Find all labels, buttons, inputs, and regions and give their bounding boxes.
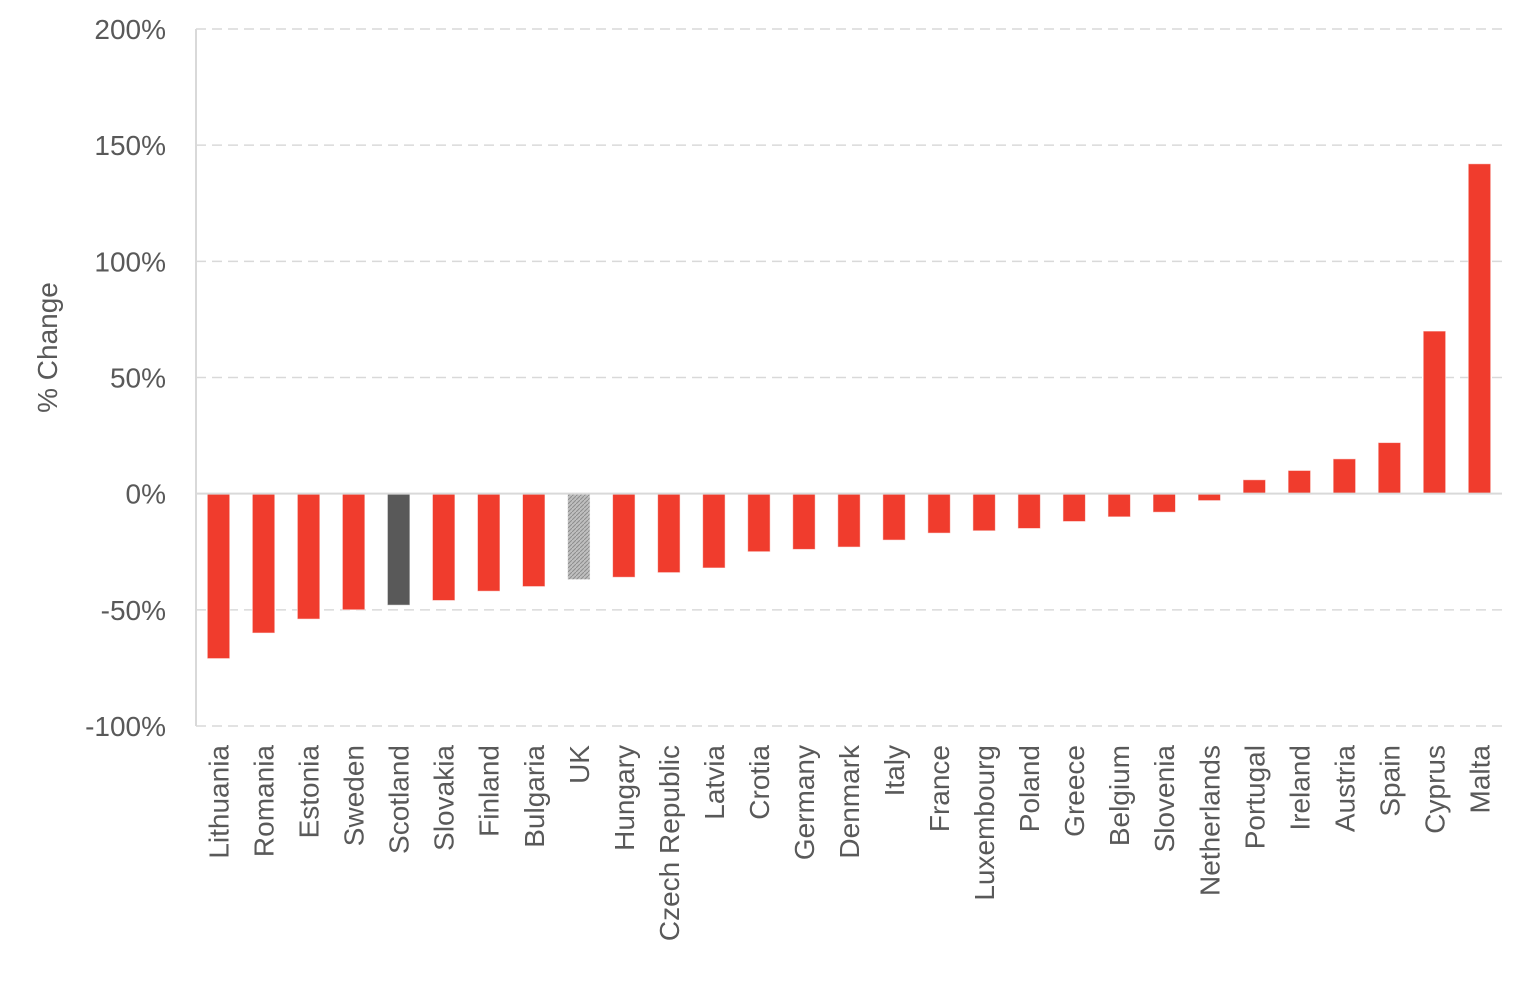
gridlines [196, 28, 1502, 727]
y-tick-label: 0% [126, 479, 166, 510]
bar-germany [792, 493, 816, 550]
x-tick-label: Netherlands [1194, 745, 1225, 896]
x-tick-label: Lithuania [204, 745, 235, 859]
bar-slovenia [1152, 493, 1177, 513]
bar-crotia [747, 493, 771, 553]
y-axis-title: % Change [32, 282, 63, 413]
bar-france [927, 493, 951, 534]
bar-austria [1332, 458, 1357, 495]
x-tick-label: Finland [474, 745, 505, 837]
x-tick-label: Belgium [1104, 745, 1135, 846]
bar-poland [1017, 493, 1041, 530]
bar-romania [251, 493, 276, 634]
y-tick-label: -100% [85, 711, 166, 742]
x-tick-label: Slovenia [1149, 745, 1180, 853]
x-tick-label: Scotland [384, 745, 415, 854]
x-tick-label: Austria [1329, 745, 1360, 833]
bar-spain [1377, 442, 1402, 495]
x-tick-label: UK [564, 745, 595, 784]
x-tick-label: Malta [1464, 745, 1495, 814]
bar-finland [476, 493, 501, 592]
bar-italy [882, 493, 906, 541]
x-tick-label: Italy [879, 745, 910, 796]
x-tick-label: Latvia [699, 745, 730, 820]
x-tick-label: Poland [1014, 745, 1045, 832]
x-tick-label: Greece [1059, 745, 1090, 837]
x-tick-label: Hungary [609, 745, 640, 851]
x-tick-label: Estonia [294, 745, 325, 839]
x-axis-labels: Lithuania Romania Estonia Sweden Scotland Slo… [204, 744, 1496, 941]
y-tick-label: 100% [94, 246, 166, 277]
x-tick-label: Luxembourg [969, 745, 1000, 901]
x-tick-label: Crotia [744, 745, 775, 820]
bar-bulgaria [522, 493, 546, 588]
bar-estonia [296, 493, 321, 620]
y-tick-label: 200% [94, 14, 166, 45]
bar-luxembourg [972, 493, 996, 532]
bar-czech-republic [657, 493, 681, 574]
x-tick-label: Denmark [834, 744, 865, 859]
bar-belgium [1107, 493, 1131, 518]
x-tick-label: Romania [249, 745, 280, 857]
bar-malta [1467, 163, 1492, 495]
x-tick-label: Slovakia [429, 745, 460, 851]
x-tick-label: Germany [789, 745, 820, 860]
x-tick-label: France [924, 745, 955, 832]
x-tick-label: Bulgaria [519, 745, 550, 848]
bar-lithuania [206, 493, 231, 660]
bar-sweden [341, 493, 366, 611]
bar-hungary [612, 493, 636, 578]
bar-scotland [386, 493, 411, 606]
bar-uk [567, 493, 591, 581]
bar-cyprus [1422, 330, 1447, 495]
bar-greece [1062, 493, 1086, 523]
y-tick-label: 150% [94, 130, 166, 161]
axes [195, 29, 1502, 726]
bar-netherlands [1197, 493, 1222, 502]
x-tick-label: Ireland [1284, 745, 1315, 831]
y-tick-label: -50% [101, 595, 166, 626]
bar-portugal [1242, 479, 1267, 495]
x-tick-label: Spain [1374, 745, 1405, 817]
x-tick-label: Czech Republic [654, 745, 685, 941]
y-tick-label: 50% [110, 363, 166, 394]
bar-ireland [1287, 469, 1312, 495]
x-tick-label: Sweden [339, 745, 370, 846]
bar-slovakia [431, 493, 456, 602]
y-axis-ticks: -100% -50% 0% 50% 100% 150% 200% [85, 14, 166, 742]
bars [206, 163, 1492, 660]
bar-denmark [837, 493, 861, 548]
x-tick-label: Portugal [1239, 745, 1270, 849]
bar-latvia [702, 493, 726, 569]
x-tick-label: Cyprus [1419, 745, 1450, 834]
